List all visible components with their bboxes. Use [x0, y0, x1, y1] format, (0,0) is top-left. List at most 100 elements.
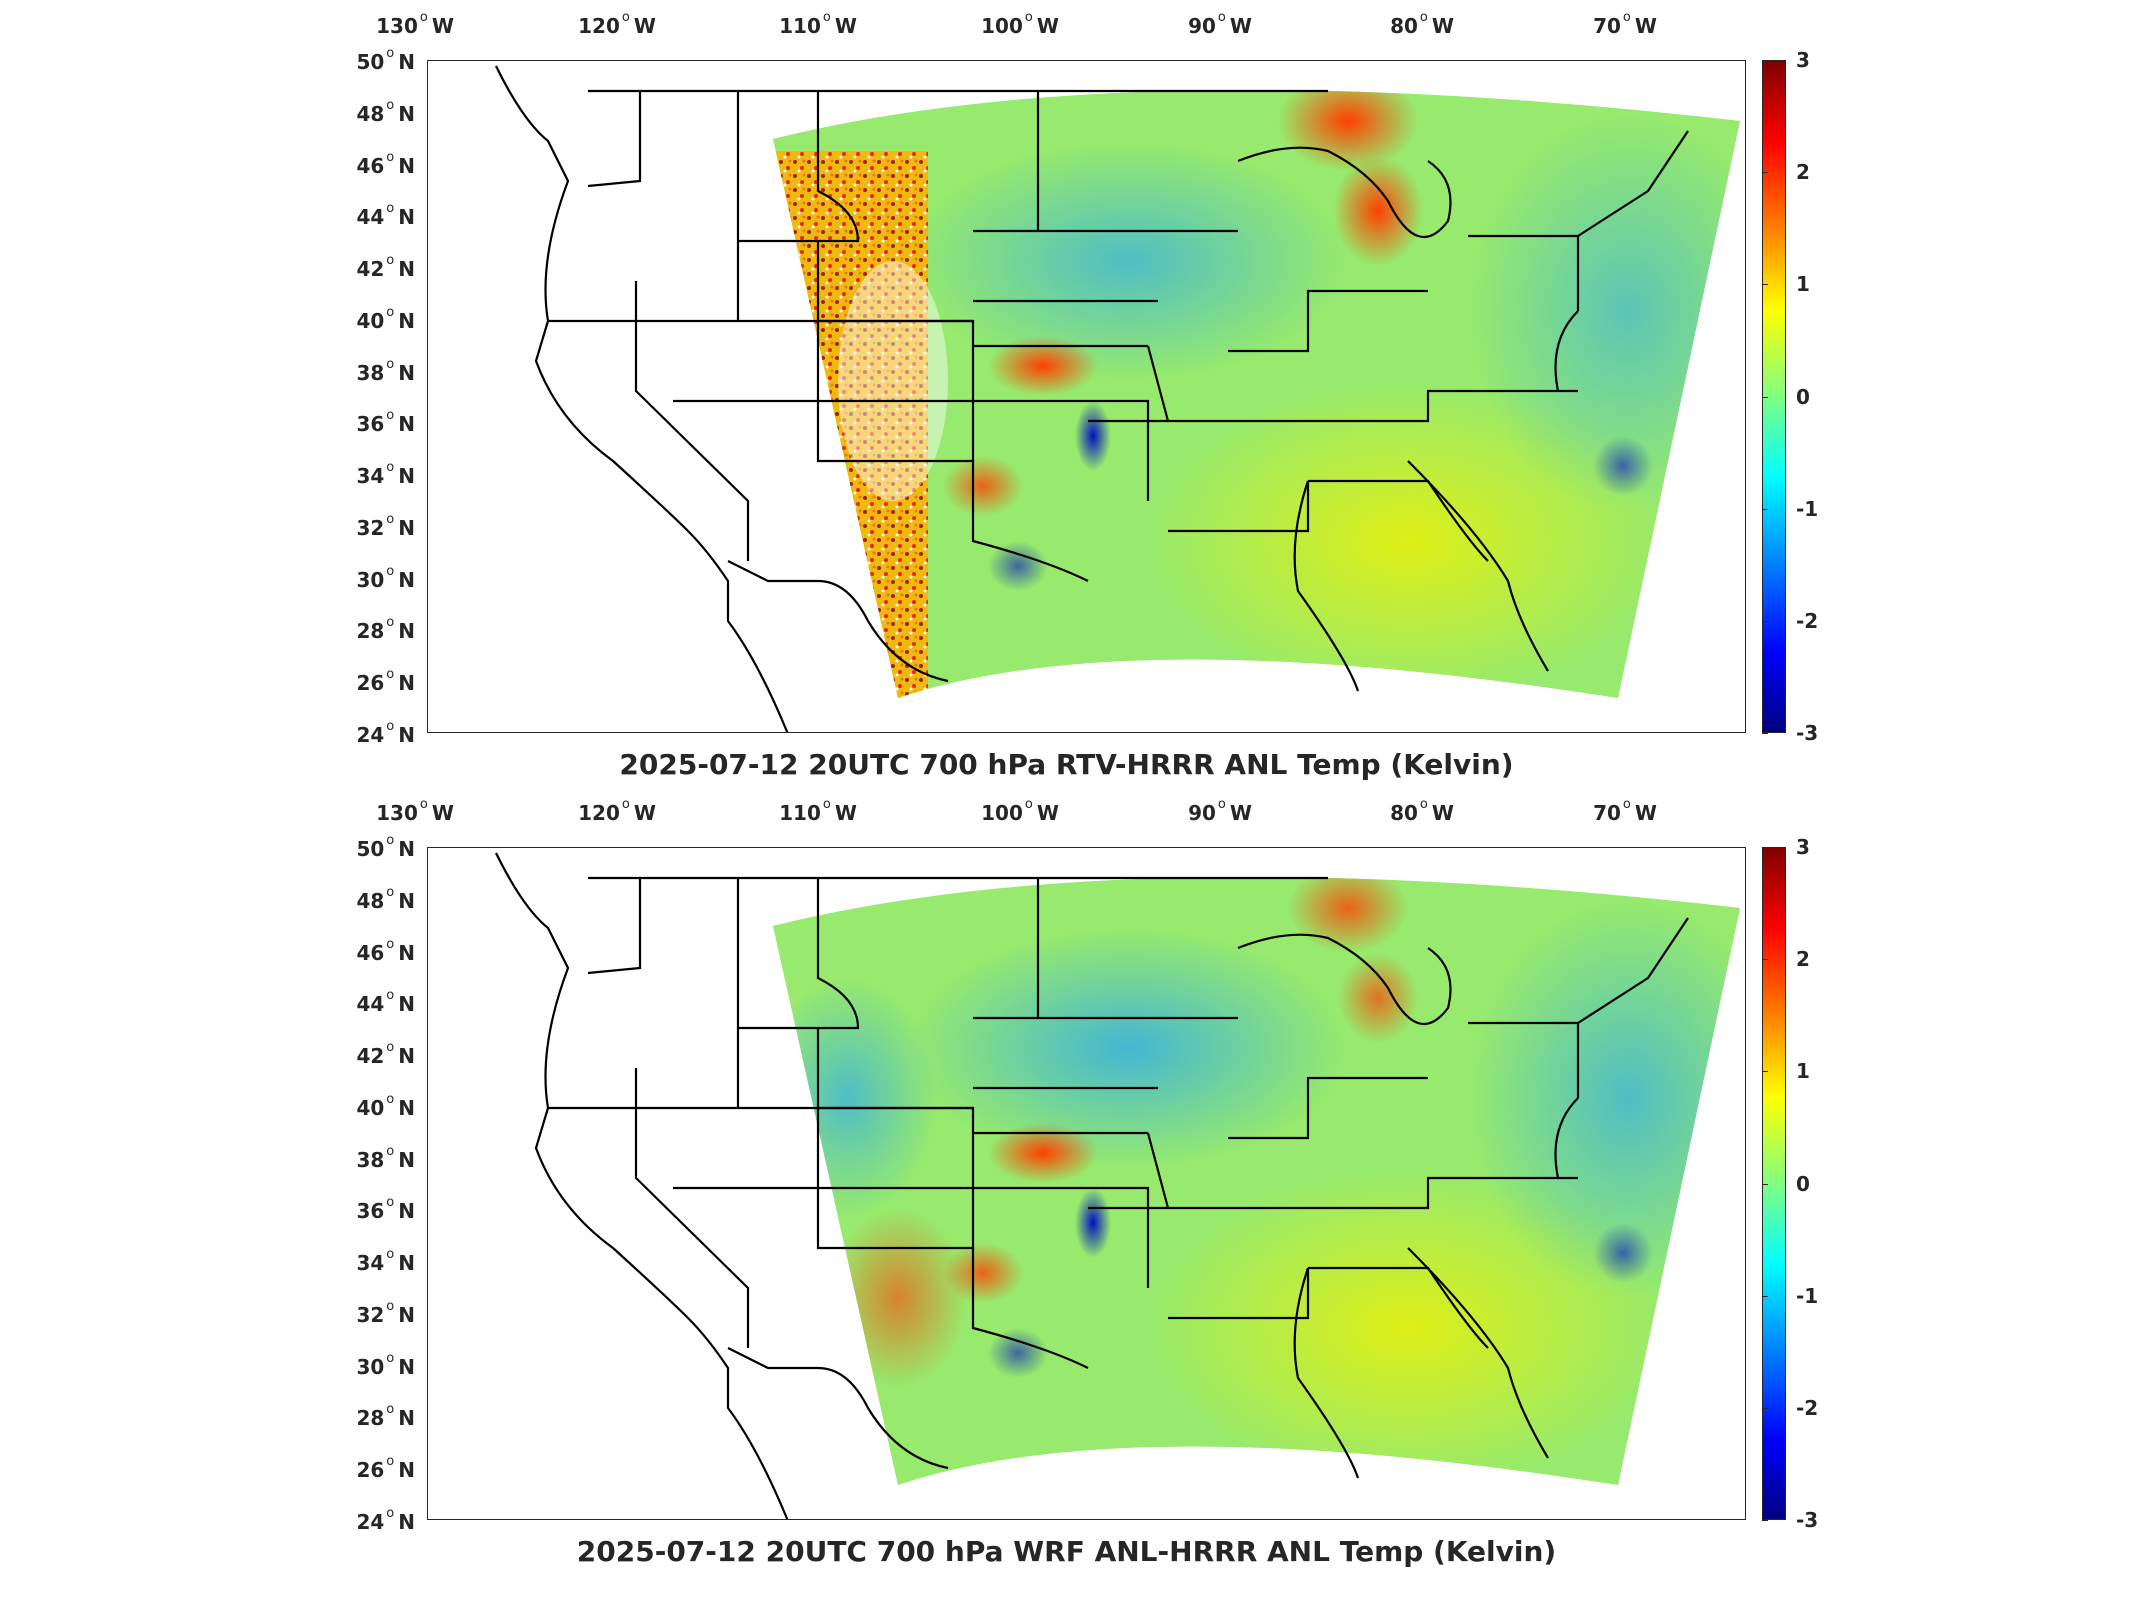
colorbar-tick-mark: [1762, 1071, 1768, 1073]
lon-suffix: W: [1431, 14, 1454, 38]
colorbar-tick-label: -3: [1796, 721, 1819, 745]
colorbar-tick-label: -2: [1796, 1395, 1819, 1420]
latitude-label: 34 o N: [356, 1247, 415, 1276]
colorbar-tick-mark: [1762, 508, 1768, 510]
latitude-label: 44 o N: [356, 201, 415, 230]
colorbar-tick-mark: [1762, 1520, 1768, 1521]
latitude-label: 28 o N: [356, 1402, 415, 1431]
lat-value: 30: [356, 1354, 385, 1379]
colorbar-tick-label: 2: [1796, 947, 1810, 972]
lat-suffix: N: [398, 1095, 415, 1120]
lat-suffix: N: [398, 992, 415, 1017]
colorbar-tick-label: 1: [1796, 272, 1810, 297]
latitude-label: 40 o N: [356, 304, 415, 333]
lat-value: 46: [356, 940, 385, 965]
state-boundaries: [495, 65, 1689, 732]
colorbar-tick-mark: [1762, 733, 1768, 734]
colorbar-tick-mark: [1762, 1407, 1768, 1409]
lon-value: 90: [1188, 14, 1216, 38]
lat-value: 38: [356, 1147, 385, 1172]
longitude-label: 110 o W: [779, 10, 857, 38]
longitude-label: 90 o W: [1188, 797, 1252, 825]
latitude-label: 30 o N: [356, 1350, 415, 1379]
lat-suffix: N: [398, 1251, 415, 1276]
colorbar-tick-label: 3: [1796, 835, 1810, 859]
lon-value: 100: [981, 801, 1023, 825]
lat-value: 30: [356, 567, 385, 592]
lon-suffix: W: [1431, 801, 1454, 825]
colorbar-tick-label: 2: [1796, 160, 1810, 185]
latitude-label: 46 o N: [356, 149, 415, 178]
lat-value: 34: [356, 464, 385, 489]
lat-value: 40: [356, 308, 385, 333]
lat-suffix: N: [398, 412, 415, 437]
longitude-label: 100 o W: [981, 10, 1059, 38]
colorbar-tick-label: 0: [1796, 384, 1810, 409]
lat-suffix: N: [398, 671, 415, 696]
colorbar-tick-mark: [1762, 172, 1768, 174]
lat-suffix: N: [398, 101, 415, 126]
lat-suffix: N: [398, 837, 415, 861]
colorbar-tick-mark: [1762, 1183, 1768, 1185]
map-frame: [427, 60, 1746, 733]
lon-suffix: W: [1036, 14, 1059, 38]
lat-suffix: N: [398, 257, 415, 282]
latitude-label: 30 o N: [356, 563, 415, 592]
colorbar-tick-mark: [1762, 620, 1768, 622]
colorbar-tick-label: 3: [1796, 48, 1810, 72]
longitude-label: 80 o W: [1390, 10, 1454, 38]
lat-suffix: N: [398, 1199, 415, 1224]
temperature-map: [495, 65, 1740, 732]
longitude-label: 100 o W: [981, 797, 1059, 825]
map-frame: [427, 847, 1746, 1520]
lat-suffix: N: [398, 1510, 415, 1534]
longitude-label: 130 o W: [376, 797, 454, 825]
lat-suffix: N: [398, 1302, 415, 1327]
lat-suffix: N: [398, 1406, 415, 1431]
longitude-label: 70 o W: [1593, 10, 1657, 38]
lat-suffix: N: [398, 1147, 415, 1172]
lat-suffix: N: [398, 50, 415, 74]
lon-suffix: W: [1634, 801, 1657, 825]
state-boundaries: [495, 852, 1689, 1519]
lon-value: 80: [1390, 14, 1418, 38]
colorbar-tick-label: -1: [1796, 496, 1819, 521]
lat-suffix: N: [398, 1458, 415, 1483]
lat-value: 46: [356, 153, 385, 178]
colorbar-tick-mark: [1762, 284, 1768, 286]
panel-title: 2025-07-12 20UTC 700 hPa RTV-HRRR ANL Te…: [619, 748, 1514, 781]
lat-suffix: N: [398, 723, 415, 747]
longitude-label: 80 o W: [1390, 797, 1454, 825]
lat-value: 36: [356, 412, 385, 437]
lat-suffix: N: [398, 940, 415, 965]
lat-value: 48: [356, 888, 385, 913]
colorbar-tick-label: -3: [1796, 1508, 1819, 1532]
lat-value: 44: [356, 992, 385, 1017]
lat-suffix: N: [398, 205, 415, 230]
colorbar-tick-mark: [1762, 847, 1768, 848]
latitude-label: 34 o N: [356, 460, 415, 489]
colorbar-tick-mark: [1762, 396, 1768, 398]
colorbar-tick-mark: [1762, 60, 1768, 61]
lat-value: 26: [356, 1458, 385, 1483]
lon-value: 80: [1390, 801, 1418, 825]
lat-suffix: N: [398, 619, 415, 644]
lat-value: 42: [356, 257, 385, 282]
panel-title: 2025-07-12 20UTC 700 hPa WRF ANL-HRRR AN…: [576, 1535, 1557, 1568]
lon-suffix: W: [834, 801, 857, 825]
lat-value: 38: [356, 360, 385, 385]
lon-value: 110: [779, 801, 821, 825]
colorbar-tick-label: 1: [1796, 1059, 1810, 1084]
lon-value: 130: [376, 801, 418, 825]
lon-suffix: W: [1229, 801, 1252, 825]
colorbar-tick-label: -1: [1796, 1283, 1819, 1308]
lat-suffix: N: [398, 1044, 415, 1069]
latitude-label: 24 o N: [356, 1506, 415, 1534]
latitude-label: 48 o N: [356, 97, 415, 126]
latitude-label: 44 o N: [356, 988, 415, 1017]
lat-value: 26: [356, 671, 385, 696]
lon-value: 130: [376, 14, 418, 38]
lon-value: 110: [779, 14, 821, 38]
lon-value: 120: [578, 801, 620, 825]
lon-suffix: W: [633, 801, 656, 825]
